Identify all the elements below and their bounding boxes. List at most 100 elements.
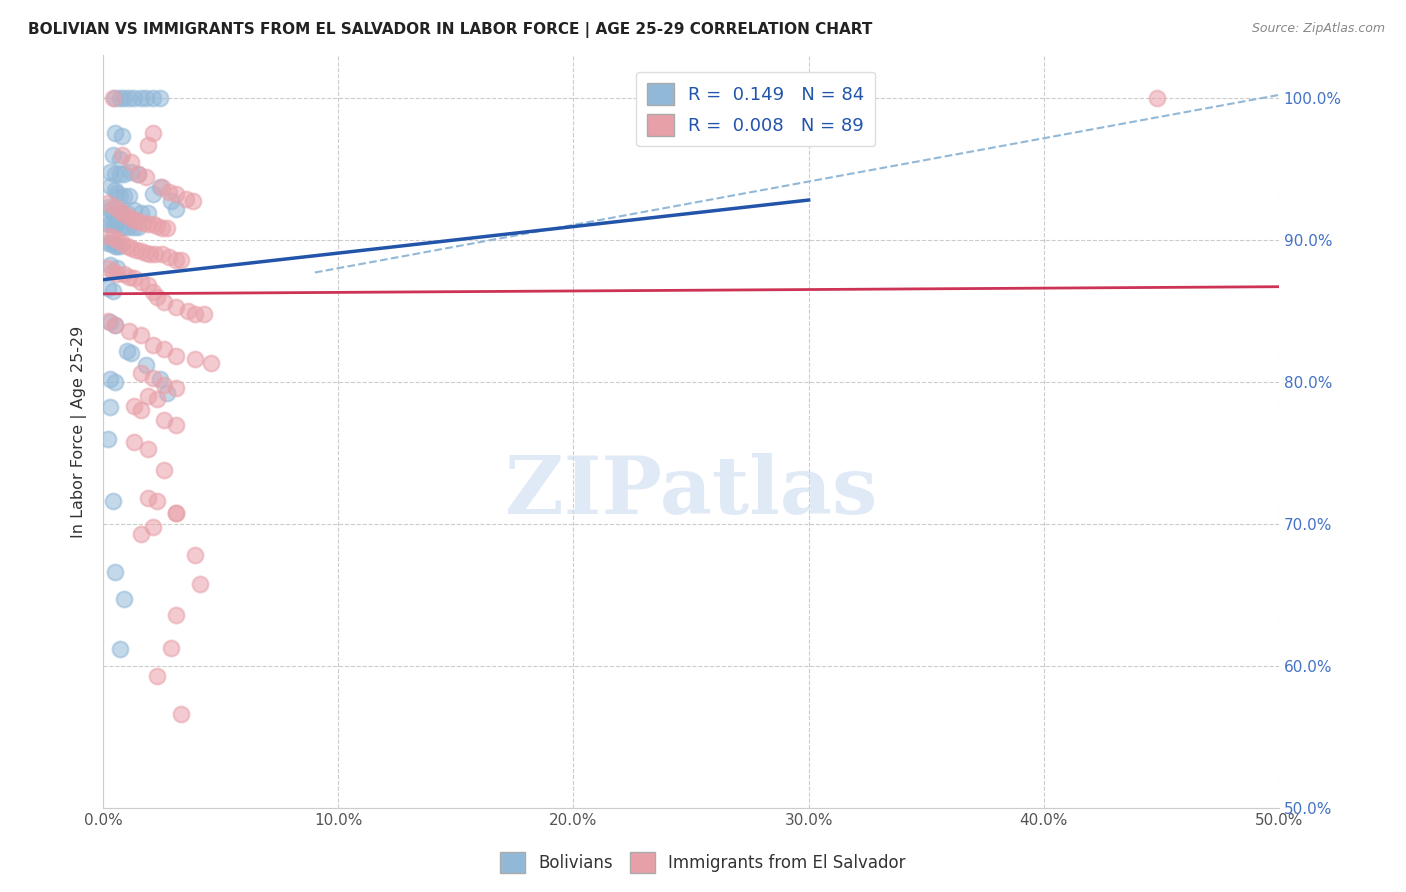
Point <box>146 494 169 508</box>
Point <box>135 245 157 260</box>
Point <box>165 252 187 267</box>
Point <box>142 91 165 105</box>
Text: ZIPatlas: ZIPatlas <box>505 453 877 531</box>
Point <box>184 352 207 367</box>
Point <box>122 220 145 235</box>
Point <box>118 91 141 105</box>
Legend: Bolivians, Immigrants from El Salvador: Bolivians, Immigrants from El Salvador <box>494 846 912 880</box>
Point <box>108 152 131 166</box>
Point <box>112 592 135 607</box>
Point <box>142 520 165 534</box>
Point <box>101 494 124 508</box>
Point <box>188 576 211 591</box>
Point <box>1146 91 1168 105</box>
Point <box>105 261 128 276</box>
Point <box>156 221 179 235</box>
Point <box>101 147 124 161</box>
Point <box>118 269 141 284</box>
Point <box>157 250 180 264</box>
Point <box>118 220 141 235</box>
Point <box>120 346 142 360</box>
Point <box>104 318 127 332</box>
Point <box>120 164 142 178</box>
Point <box>136 278 159 293</box>
Point <box>108 91 131 105</box>
Point <box>108 204 131 219</box>
Point <box>104 318 127 332</box>
Text: BOLIVIAN VS IMMIGRANTS FROM EL SALVADOR IN LABOR FORCE | AGE 25-29 CORRELATION C: BOLIVIAN VS IMMIGRANTS FROM EL SALVADOR … <box>28 22 873 38</box>
Point <box>122 213 145 227</box>
Point <box>97 281 120 295</box>
Point <box>98 235 121 250</box>
Point <box>157 185 180 199</box>
Point <box>112 168 135 182</box>
Point <box>104 566 127 580</box>
Point <box>97 235 120 250</box>
Point <box>132 216 155 230</box>
Point <box>165 506 187 520</box>
Point <box>112 220 135 235</box>
Point <box>181 194 204 209</box>
Point <box>149 372 172 386</box>
Point <box>136 137 159 152</box>
Point <box>165 187 187 202</box>
Point <box>98 259 121 273</box>
Point <box>101 235 124 250</box>
Point <box>98 178 121 193</box>
Point <box>129 206 152 220</box>
Point <box>170 252 193 267</box>
Text: Source: ZipAtlas.com: Source: ZipAtlas.com <box>1251 22 1385 36</box>
Point <box>149 91 172 105</box>
Point <box>150 221 173 235</box>
Point <box>108 220 131 235</box>
Point <box>160 194 183 209</box>
Point <box>118 210 141 224</box>
Point <box>104 217 127 231</box>
Point <box>98 202 121 217</box>
Point <box>98 401 121 415</box>
Point <box>127 220 149 235</box>
Point <box>146 392 169 406</box>
Point <box>153 413 176 427</box>
Point <box>112 91 135 105</box>
Point <box>129 367 152 381</box>
Point <box>97 314 120 328</box>
Point <box>165 349 187 363</box>
Point <box>146 219 169 233</box>
Point <box>97 195 120 210</box>
Point <box>143 247 166 261</box>
Legend: R =  0.149   N = 84, R =  0.008   N = 89: R = 0.149 N = 84, R = 0.008 N = 89 <box>636 71 876 146</box>
Point <box>165 417 187 432</box>
Point <box>146 290 169 304</box>
Point <box>174 192 197 206</box>
Point <box>153 463 176 477</box>
Point <box>142 285 165 300</box>
Point <box>97 228 120 243</box>
Point <box>115 343 138 358</box>
Point <box>127 214 149 228</box>
Y-axis label: In Labor Force | Age 25-29: In Labor Force | Age 25-29 <box>72 326 87 538</box>
Point <box>111 129 134 144</box>
Point <box>149 180 172 194</box>
Point <box>139 247 162 261</box>
Point <box>165 380 187 394</box>
Point <box>129 276 152 290</box>
Point <box>200 356 222 370</box>
Point <box>136 389 159 403</box>
Point <box>156 386 179 401</box>
Point <box>153 377 176 392</box>
Point <box>153 295 176 310</box>
Point <box>108 168 131 182</box>
Point <box>136 217 159 231</box>
Point <box>105 217 128 231</box>
Point <box>104 375 127 389</box>
Point <box>105 267 128 281</box>
Point <box>104 238 127 252</box>
Point <box>193 307 215 321</box>
Point <box>111 206 134 220</box>
Point <box>101 91 124 105</box>
Point <box>104 168 127 182</box>
Point <box>129 328 152 343</box>
Point <box>136 491 159 506</box>
Point <box>136 206 159 220</box>
